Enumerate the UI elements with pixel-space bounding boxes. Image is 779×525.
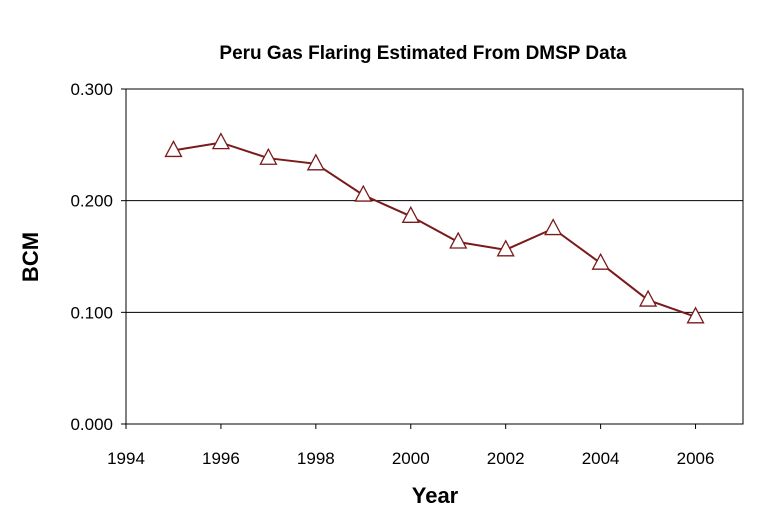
chart-title: Peru Gas Flaring Estimated From DMSP Dat… — [219, 43, 627, 64]
x-tick-label: 2004 — [582, 449, 620, 468]
data-point — [496, 239, 515, 257]
data-point — [211, 132, 231, 150]
data-point — [259, 147, 278, 165]
x-tick-label: 2002 — [487, 449, 525, 468]
x-tick-label: 2000 — [392, 449, 430, 468]
x-tick-label: 2006 — [677, 449, 715, 468]
data-point — [591, 252, 610, 270]
y-axis: 0.000 0.100 0.200 0.300 — [70, 80, 126, 434]
x-tick-label: 1994 — [107, 449, 145, 468]
x-axis: 1994 1996 1998 2000 2002 2004 2006 — [107, 424, 714, 468]
x-tick-label: 1998 — [297, 449, 335, 468]
y-tick-label: 0.200 — [70, 192, 113, 211]
data-point — [164, 140, 183, 158]
data-point — [544, 218, 563, 236]
data-point — [449, 231, 468, 249]
x-axis-title: Year — [412, 483, 459, 508]
x-tick-label: 1996 — [202, 449, 240, 468]
y-tick-label: 0.000 — [70, 415, 113, 434]
data-point — [686, 306, 705, 324]
y-axis-title: BCM — [18, 232, 43, 282]
data-point — [306, 153, 325, 171]
y-tick-label: 0.300 — [70, 80, 113, 99]
plot-area — [125, 88, 744, 425]
data-point — [354, 184, 373, 202]
series-line — [173, 141, 696, 318]
y-tick-label: 0.100 — [70, 303, 113, 322]
gridlines — [126, 200, 743, 313]
data-point — [401, 205, 420, 223]
data-point — [638, 289, 658, 307]
series-layer — [164, 132, 705, 324]
